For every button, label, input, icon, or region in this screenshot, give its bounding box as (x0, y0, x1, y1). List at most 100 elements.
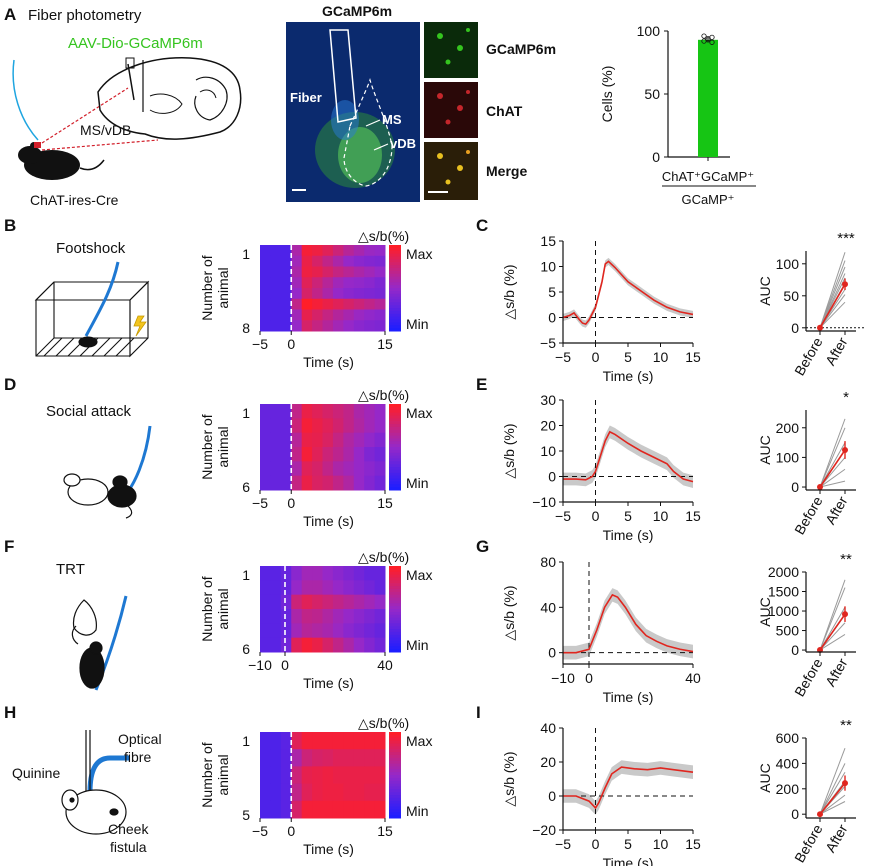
inset-label-merge: Merge (486, 163, 527, 179)
heat-last-row-label: 6 (242, 479, 250, 495)
colorbar-segment (389, 743, 401, 747)
heat-cell (343, 320, 355, 332)
trace-y-label: △s/b (%) (501, 423, 517, 478)
heat-cell (322, 404, 334, 419)
colorbar-segment (389, 789, 401, 793)
heat-cell (280, 580, 292, 596)
colorbar-segment (389, 262, 401, 266)
heat-cell (353, 418, 365, 434)
heat-cell (353, 447, 365, 462)
trace-x-label: Time (s) (603, 368, 654, 384)
heat-cell (301, 475, 313, 491)
heat-cell (343, 766, 355, 785)
heat-cell (332, 447, 344, 462)
trace-y-tick-label: 40 (540, 599, 556, 615)
heat-cell (343, 580, 355, 596)
heat-y-label-line2: animal (215, 588, 231, 629)
heat-cell (301, 594, 313, 610)
heat-cell (343, 298, 355, 310)
heat-cell (291, 447, 303, 462)
auc-x-label-before: Before (791, 655, 826, 699)
auc-x-label-after: After (822, 655, 851, 689)
optical-fibre-label-1: Optical (118, 731, 162, 747)
heat-cell (353, 309, 365, 321)
heat-cell (260, 800, 271, 819)
colorbar-segment (389, 467, 401, 471)
region-label: MS/vDB (80, 122, 131, 138)
heat-cell (312, 609, 323, 624)
heat-cell (343, 637, 355, 653)
colorbar-segment (389, 328, 401, 332)
heat-cell (301, 766, 313, 785)
heat-x-tick-label: 15 (377, 495, 393, 511)
colorbar-segment (389, 299, 401, 303)
heat-cell (364, 288, 376, 300)
heat-cell (270, 309, 282, 321)
colorbar-segment (389, 620, 401, 624)
heat-cell (312, 288, 323, 300)
trace-sem-band (563, 425, 693, 488)
trace-y-tick-label: 0 (548, 788, 556, 804)
auc-y-tick-label: 2000 (768, 564, 799, 580)
heat-cell (364, 609, 376, 624)
colorbar-title: △s/b(%) (358, 387, 409, 403)
heat-cell (312, 732, 323, 750)
heat-cell (364, 732, 376, 750)
heat-cell (280, 783, 292, 802)
heat-cell (312, 245, 323, 257)
auc-x-label-before: Before (791, 821, 826, 865)
heat-cell (280, 418, 292, 434)
micro-title: GCaMP6m (322, 3, 392, 19)
auc-animal-line (819, 747, 846, 815)
heat-cell (364, 623, 376, 639)
panel-letter-c: C (476, 216, 488, 235)
heat-cell (364, 749, 376, 767)
scene-label: Footshock (56, 240, 126, 257)
trace-x-tick-label: −5 (555, 349, 571, 365)
colorbar-segment (389, 435, 401, 439)
heat-cell (332, 461, 344, 477)
heat-x-label: Time (s) (303, 675, 354, 691)
auc-y-tick-label: 0 (791, 806, 799, 822)
heat-cell (270, 580, 282, 596)
heat-cell (364, 594, 376, 610)
auc-significance: ** (840, 551, 852, 568)
trace-x-tick-label: −5 (555, 508, 571, 524)
colorbar-segment (389, 800, 401, 805)
colorbar-segment (389, 313, 401, 318)
heat-cell (301, 277, 313, 289)
colorbar-segment (389, 279, 401, 283)
trace-x-tick-label: 0 (585, 670, 593, 686)
heat-cell (332, 783, 344, 802)
heat-cell (332, 418, 344, 434)
trace-y-tick-label: 10 (540, 259, 556, 275)
heat-cell (332, 749, 344, 767)
heat-cell (343, 309, 355, 321)
heat-cell (291, 594, 303, 610)
heat-cell (280, 432, 292, 448)
colorbar-segment (389, 631, 401, 636)
auc-y-label: AUC (757, 276, 773, 306)
heat-cell (260, 298, 271, 310)
colorbar-title: △s/b(%) (358, 549, 409, 565)
heat-last-row-label: 8 (242, 320, 250, 336)
heat-cell (322, 245, 334, 257)
colorbar-segment (389, 421, 401, 425)
heat-cell (270, 277, 282, 289)
trace-x-tick-label: 5 (624, 836, 632, 852)
heat-cell (270, 749, 282, 767)
trace-x-tick-label: 0 (592, 836, 600, 852)
colorbar-segment (389, 429, 401, 434)
heat-cell (353, 594, 365, 610)
heat-cell (260, 766, 271, 785)
panel-letter-d: D (4, 375, 16, 394)
auc-before-point (817, 324, 823, 331)
auc-significance: ** (840, 717, 852, 734)
heat-cell (260, 309, 271, 321)
heat-cell (353, 749, 365, 767)
heat-cell (332, 475, 344, 491)
heat-cell (301, 320, 313, 332)
heat-cell (374, 749, 386, 767)
heat-cell (374, 609, 386, 624)
bar-point (705, 37, 711, 43)
